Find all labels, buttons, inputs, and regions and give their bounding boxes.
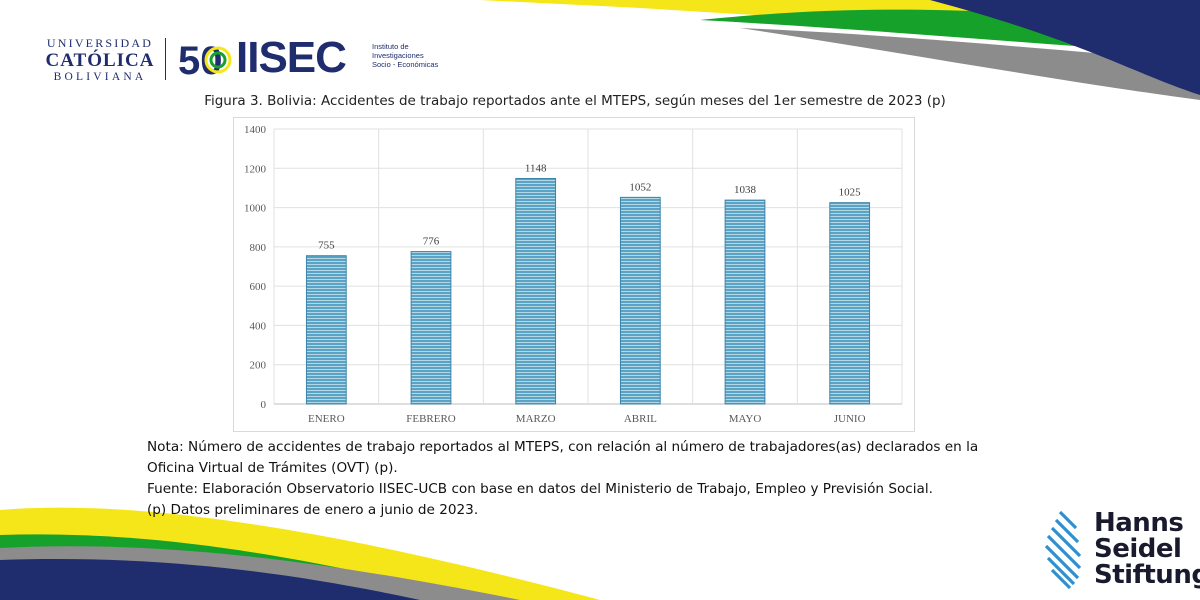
hss-wordmark: Hanns Seidel Stiftung [1094,510,1200,588]
y-tick-label: 200 [250,360,267,372]
iisec-subtitle: Instituto de Investigaciones Socio - Eco… [372,42,462,69]
y-tick-label: 1000 [244,203,267,215]
top-green-swoosh [700,9,1200,55]
data-label: 1052 [629,181,651,193]
hss-line1: Hanns [1094,508,1184,538]
x-tick-label: MARZO [516,413,556,425]
top-gray-swoosh [740,28,1200,100]
chart-frame: 0 200 400 600 800 1000 1200 1400 755 ENERO 776 FEBR… [233,117,915,432]
figure-notes: Nota: Número de accidentes de trabajo re… [147,437,1047,521]
y-tick-label: 0 [261,399,267,411]
data-label: 755 [318,240,335,252]
bottom-green-swoosh [0,534,480,600]
top-navy-swoosh [930,0,1200,95]
logo-divider [165,38,166,80]
x-tick-label: ABRIL [624,413,657,425]
iisec-subtitle-line1: Instituto de [372,42,409,51]
bar [410,251,452,405]
ucb-logo: UNIVERSIDAD CATÓLICA BOLIVIANA [40,36,160,83]
hss-line2: Seidel [1094,534,1182,564]
y-tick-label: 1400 [244,124,267,136]
hss-diamond-icon [1044,510,1082,590]
x-tick-label: ENERO [308,413,345,425]
bar [515,178,557,405]
y-tick-label: 1200 [244,163,267,175]
anniversary-50-logo: 50 [178,39,232,80]
bar [619,196,661,405]
top-yellow-swoosh [480,0,1200,30]
bottom-navy-swoosh [0,559,420,600]
y-tick-label: 800 [250,242,267,254]
svg-text:50: 50 [178,39,223,80]
bottom-yellow-swoosh [0,507,600,600]
data-label: 1038 [734,184,757,196]
bar-chart: 0 200 400 600 800 1000 1200 1400 755 ENERO 776 FEBR… [244,124,903,425]
bottom-gray-swoosh [0,546,520,600]
data-label: 1025 [839,187,862,199]
bar [724,199,766,405]
x-tick-label: FEBRERO [406,413,456,425]
y-tick-label: 600 [250,281,267,293]
note-line-1: Nota: Número de accidentes de trabajo re… [147,439,979,455]
bar [305,255,347,405]
ucb-logo-line2: CATÓLICA [45,50,155,71]
bar [829,202,871,405]
iisec-subtitle-line2: Investigaciones [372,51,424,60]
note-line-2: Oficina Virtual de Trámites (OVT) (p). [147,460,398,476]
data-label: 1148 [525,163,547,175]
source-line: Fuente: Elaboración Observatorio IISEC-U… [147,481,933,497]
hss-line3: Stiftung [1094,560,1200,590]
ucb-logo-line3: BOLIVIANA [53,71,147,83]
y-tick-label: 400 [250,320,267,332]
iisec-wordmark: IISEC [236,33,347,82]
figure-title: Figura 3. Bolivia: Accidentes de trabajo… [204,93,946,109]
preliminary-note: (p) Datos preliminares de enero a junio … [147,502,479,518]
hanns-seidel-stiftung-logo: Hanns Seidel Stiftung [1042,506,1200,596]
iisec-subtitle-line3: Socio - Económicas [372,60,439,69]
x-tick-label: MAYO [729,413,762,425]
ucb-logo-line1: UNIVERSIDAD [46,36,154,50]
x-tick-label: JUNIO [834,413,866,425]
data-label: 776 [423,236,440,248]
